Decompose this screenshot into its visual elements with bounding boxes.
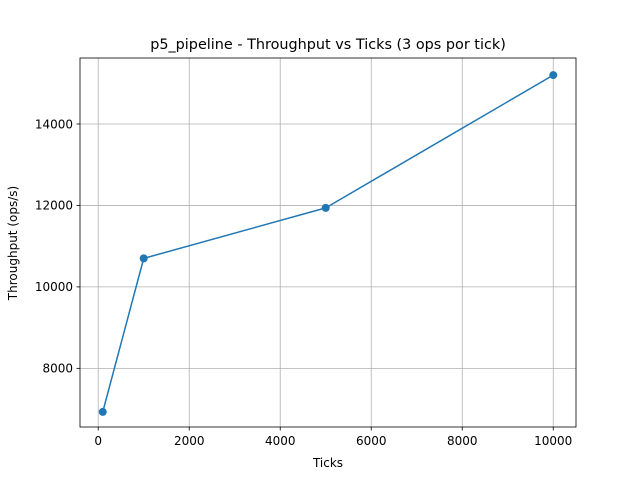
x-tick-label: 4000 <box>265 434 296 448</box>
y-tick-label: 10000 <box>35 280 73 294</box>
data-point <box>98 407 107 416</box>
y-axis-label: Throughput (ops/s) <box>6 186 20 301</box>
axes-spines <box>79 57 577 428</box>
x-tick-label: 10000 <box>534 434 572 448</box>
y-tick-label: 14000 <box>35 117 73 131</box>
x-axis-label: Ticks <box>312 456 343 470</box>
data-point <box>549 71 558 80</box>
x-tick-label: 8000 <box>447 434 478 448</box>
y-tick-label: 8000 <box>42 362 73 376</box>
axes-frame <box>79 57 577 428</box>
y-axis-ticks: 8000 10000 12000 14000 <box>35 117 80 376</box>
chart-title: p5_pipeline - Throughput vs Ticks (3 ops… <box>150 37 506 53</box>
x-tick-label: 6000 <box>356 434 387 448</box>
data-point <box>139 254 148 263</box>
y-tick-label: 12000 <box>35 199 73 213</box>
series-layer <box>98 71 558 416</box>
x-tick-label: 2000 <box>174 434 205 448</box>
x-axis-ticks: 0 2000 4000 6000 8000 10000 <box>94 427 572 448</box>
series-line <box>101 74 555 413</box>
data-point <box>321 203 330 212</box>
x-tick-label: 0 <box>94 434 102 448</box>
